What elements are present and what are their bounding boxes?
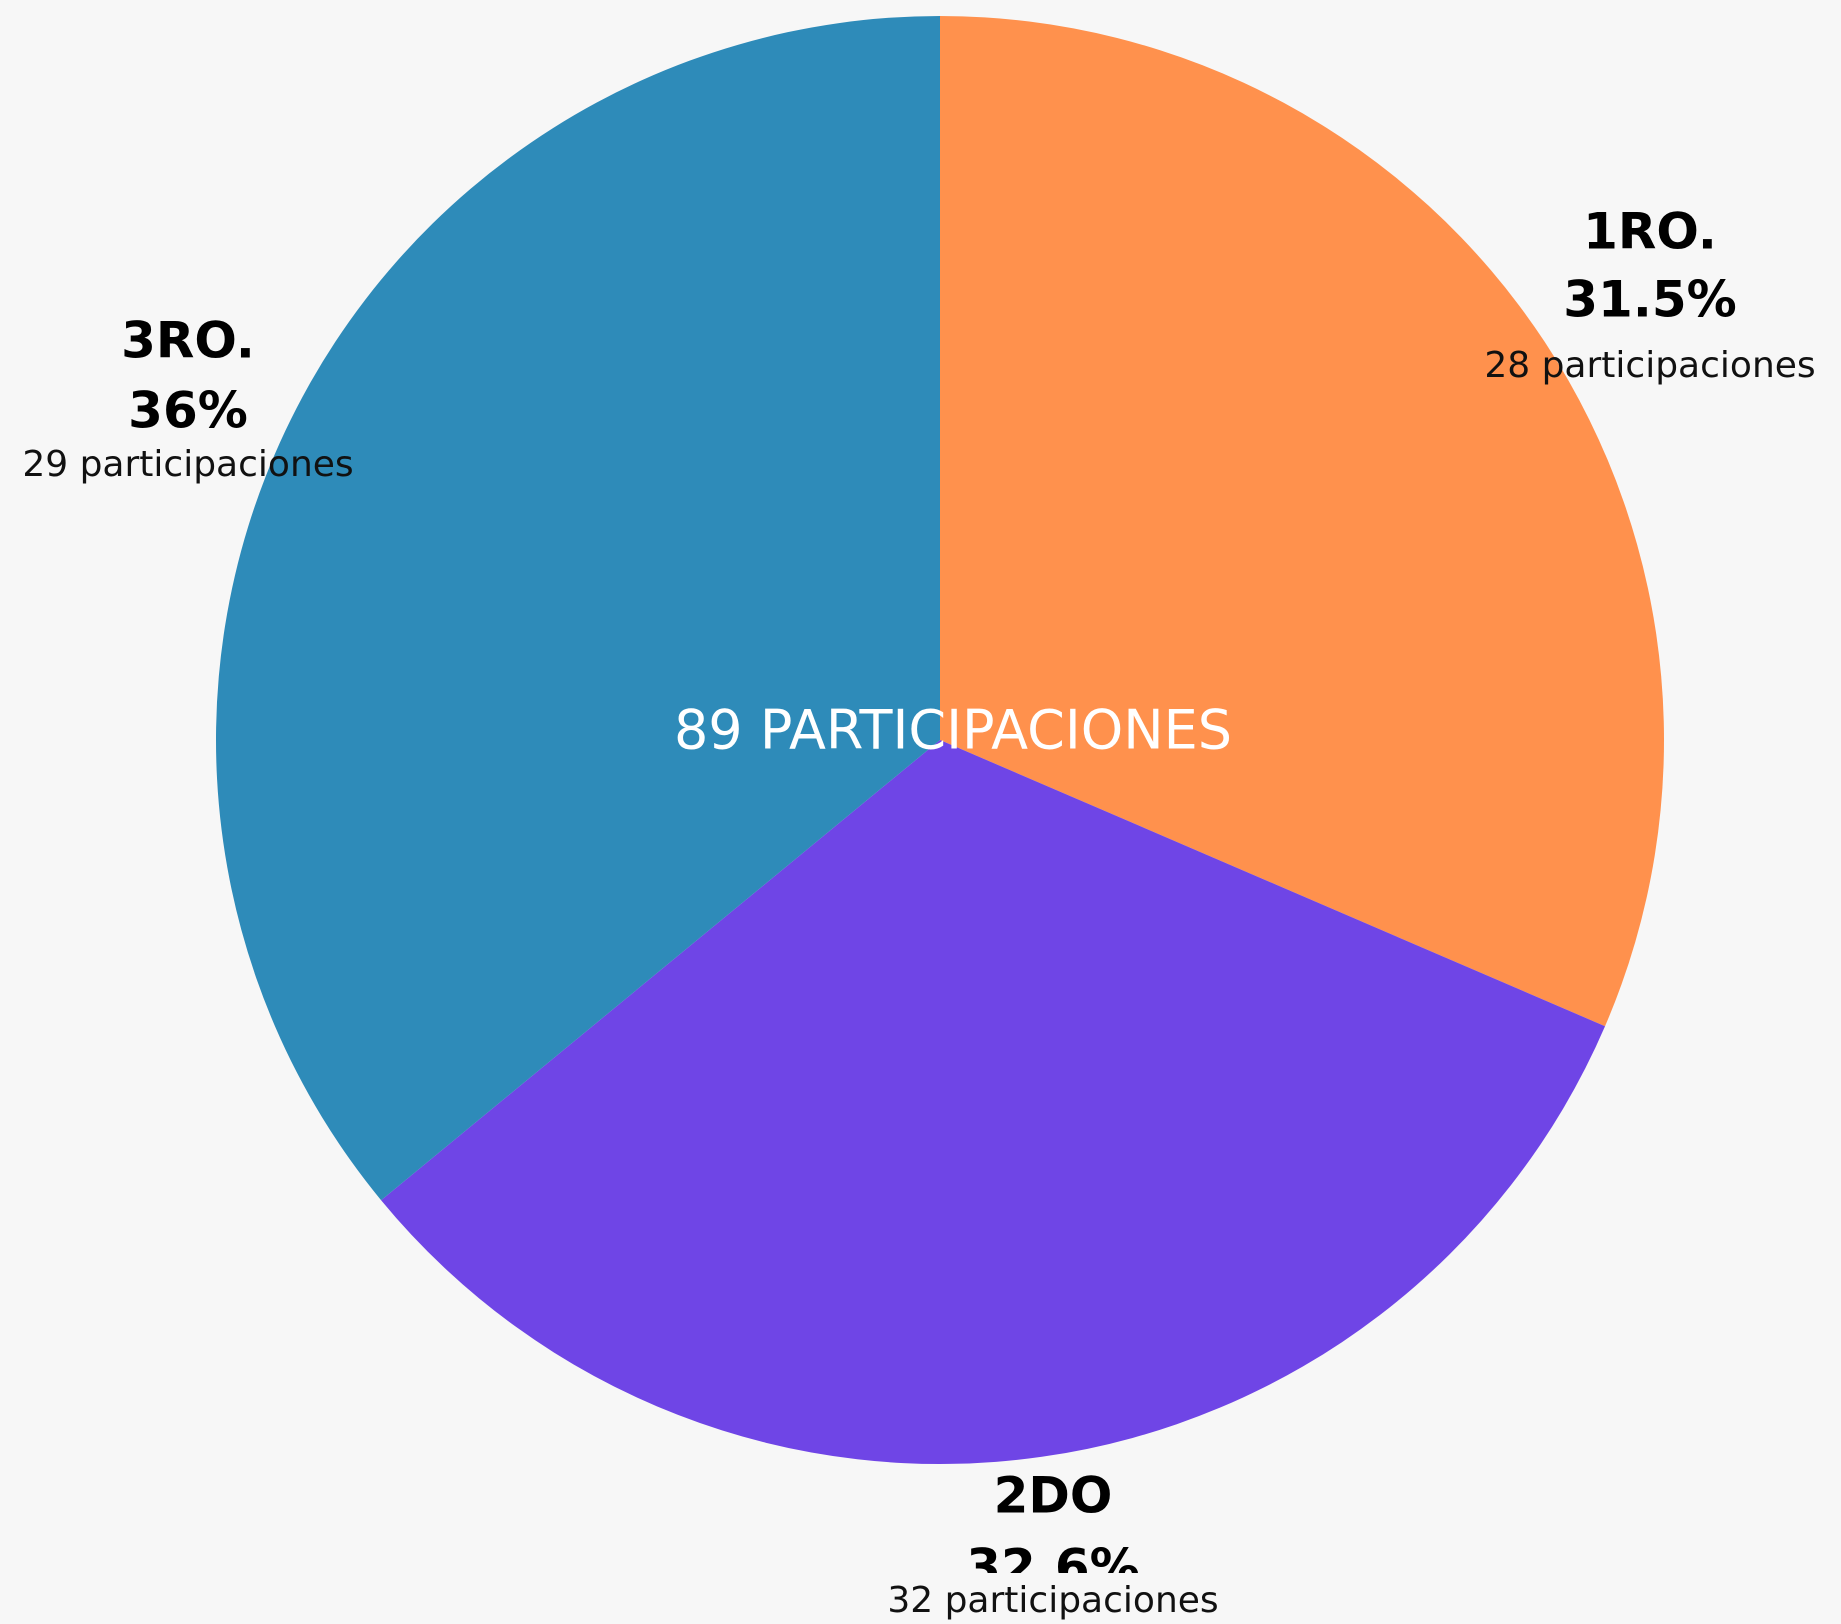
center-label: 89 PARTICIPACIONES — [674, 699, 1232, 762]
slices — [215, 16, 1665, 1465]
slice-percent: 36% — [128, 382, 248, 440]
slice-label: 2DO — [994, 1467, 1113, 1525]
slice-label: 3RO. — [121, 312, 255, 370]
slice-count: 29 participaciones — [22, 444, 353, 485]
pie-slice — [215, 16, 941, 1201]
slice-count: 28 participaciones — [1484, 345, 1815, 386]
slice-count: 32 participaciones — [887, 1580, 1218, 1621]
pie-slice — [381, 740, 1606, 1465]
slice-label: 1RO. — [1583, 203, 1717, 261]
slice-percent: 32.6% — [966, 1539, 1139, 1597]
pie-slice — [940, 16, 1665, 1027]
slice-percent: 31.5% — [1563, 271, 1736, 329]
